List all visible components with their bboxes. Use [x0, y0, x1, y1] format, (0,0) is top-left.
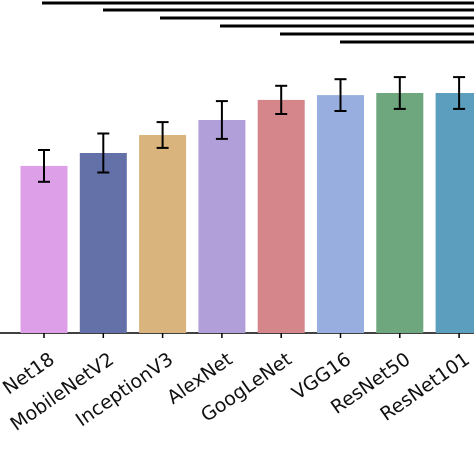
bar: [20, 165, 68, 333]
bar: [435, 93, 474, 333]
bar: [79, 153, 127, 333]
bar: [139, 135, 187, 333]
significance-bars: [42, 1, 474, 44]
error-bar: [334, 78, 347, 112]
error-bar: [215, 100, 228, 140]
error-bar: [38, 149, 50, 183]
error-bar: [393, 76, 406, 110]
bar: [317, 95, 364, 333]
error-bar: [156, 121, 169, 149]
error-bar: [453, 76, 466, 110]
error-bar: [275, 84, 288, 115]
bar: [257, 99, 305, 334]
bar: [376, 93, 424, 333]
error-bar: [97, 132, 110, 174]
bar: [198, 120, 246, 333]
